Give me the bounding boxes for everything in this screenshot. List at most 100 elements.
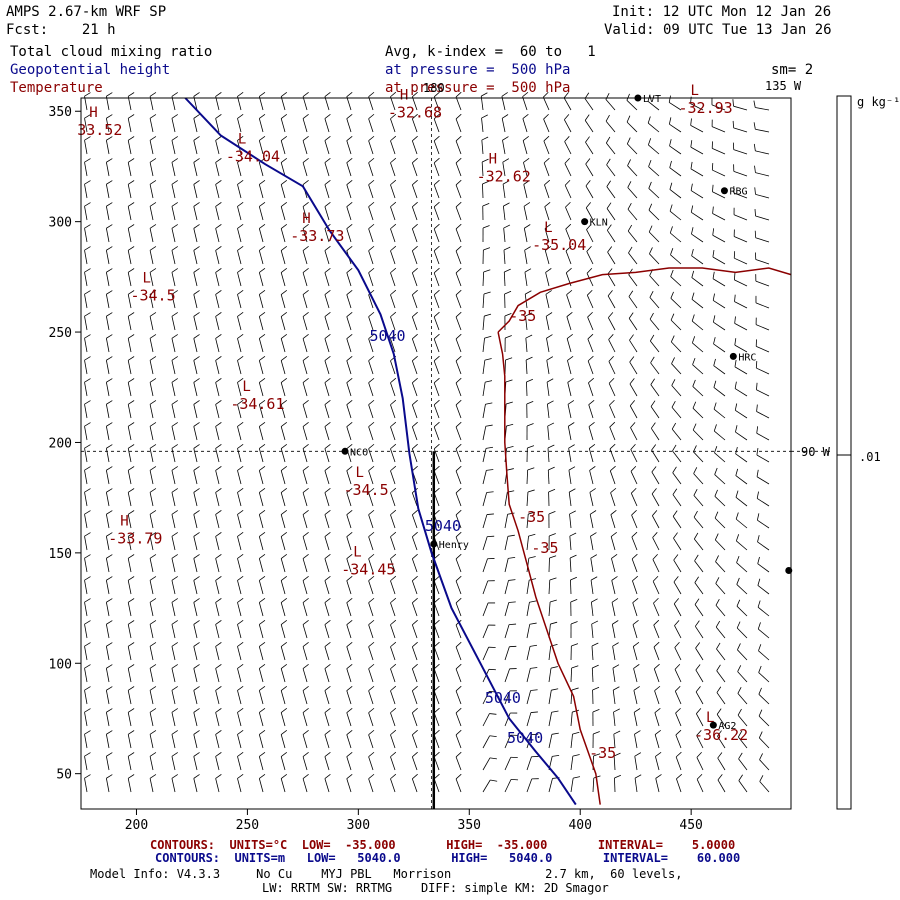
- wind-barb-flag: [546, 334, 553, 339]
- wind-barb-shaft: [215, 140, 220, 155]
- wind-barb-shaft: [215, 448, 220, 463]
- wind-barb-flag: [368, 487, 375, 494]
- wind-barb-shaft: [634, 778, 638, 793]
- wind-barb-shaft: [346, 206, 352, 221]
- wind-barb-shaft: [324, 338, 330, 353]
- wind-barb-shaft: [171, 492, 176, 507]
- wind-barb-flag: [690, 183, 693, 191]
- wind-barb-flag: [649, 291, 654, 298]
- wind-barb-shaft: [127, 228, 132, 243]
- wind-barb-flag: [584, 114, 590, 121]
- center-value-label: -32.93: [679, 99, 733, 117]
- wind-barb-flag: [630, 444, 636, 450]
- wind-barb-flag: [569, 488, 576, 493]
- wind-barb-flag: [259, 488, 266, 493]
- wind-barb-flag: [149, 400, 157, 405]
- wind-barb-shaft: [757, 519, 770, 529]
- wind-barb-shaft: [193, 316, 198, 331]
- wind-barb-shaft: [650, 406, 660, 419]
- wind-barb-shaft: [654, 734, 660, 749]
- wind-barb-flag: [482, 202, 490, 207]
- wind-barb-shaft: [455, 206, 462, 221]
- wind-barb-flag: [634, 752, 642, 757]
- wind-barb-flag: [757, 578, 761, 586]
- wind-barb-flag: [485, 424, 493, 427]
- wind-barb-shaft: [548, 579, 551, 595]
- wind-barb-shaft: [714, 496, 726, 507]
- plot-frame: [80, 97, 792, 810]
- wind-barb-shaft: [258, 118, 264, 133]
- x-tick-label: 400: [568, 818, 591, 833]
- wind-barb-shaft: [193, 470, 198, 485]
- wind-barb-shaft: [411, 96, 418, 111]
- wind-barb-flag: [390, 377, 397, 384]
- wind-barb-flag: [193, 290, 200, 295]
- station-marker: [709, 721, 717, 729]
- wind-barb-shaft: [633, 712, 638, 727]
- wind-barb-flag: [259, 532, 266, 537]
- center-type-label: H: [120, 514, 128, 530]
- wind-barb-flag: [591, 620, 599, 625]
- wind-barb-flag: [433, 399, 440, 406]
- wind-barb-shaft: [482, 448, 487, 463]
- wind-barb-shaft: [127, 756, 132, 771]
- wind-barb-flag: [280, 113, 288, 119]
- wind-barb-flag: [610, 509, 617, 515]
- wind-barb-shaft: [482, 514, 488, 529]
- wind-barb-flag: [716, 642, 721, 650]
- wind-barb-shaft: [411, 624, 418, 639]
- wind-barb-shaft: [455, 184, 462, 199]
- wind-barb-shaft: [105, 250, 110, 265]
- wind-barb-flag: [673, 532, 678, 539]
- wind-barb-flag: [455, 509, 462, 516]
- field-height-label: Geopotential height: [10, 62, 171, 78]
- wind-barb-flag: [346, 311, 353, 317]
- wind-barb-flag: [693, 532, 699, 540]
- wind-barb-shaft: [258, 602, 264, 617]
- wind-barb-shaft: [713, 321, 726, 331]
- wind-barb-flag: [671, 357, 675, 364]
- wind-barb-flag: [280, 707, 288, 713]
- wind-barb-shaft: [613, 734, 616, 749]
- wind-barb-flag: [193, 774, 200, 779]
- wind-barb-flag: [346, 575, 353, 581]
- wind-barb-flag: [346, 619, 353, 625]
- wind-barb-shaft: [105, 96, 110, 111]
- wind-barb-flag: [609, 421, 616, 428]
- wind-barb-shaft: [258, 712, 264, 727]
- wind-barb-shaft: [149, 426, 154, 441]
- wind-barb-shaft: [237, 360, 242, 375]
- height-contour-info: CONTOURS: UNITS=m LOW= 5040.0 HIGH= 5040…: [155, 851, 741, 865]
- wind-barb-flag: [544, 179, 551, 186]
- wind-barb-flag: [128, 554, 135, 559]
- wind-barb-shaft: [674, 625, 682, 639]
- wind-barb-shaft: [672, 472, 682, 485]
- wind-barb-shaft: [713, 387, 726, 397]
- wind-barb-shaft: [649, 275, 660, 287]
- wind-barb-shaft: [368, 646, 374, 661]
- wind-barb-shaft: [630, 449, 638, 463]
- wind-barb-shaft: [258, 778, 264, 793]
- wind-barb-flag: [259, 136, 266, 141]
- wind-barb-flag: [128, 752, 135, 757]
- wind-barb-flag: [692, 357, 696, 365]
- wind-barb-flag: [412, 773, 418, 780]
- wind-barb-flag: [171, 92, 178, 97]
- wind-barb-flag: [669, 182, 673, 190]
- wind-barb-flag: [259, 510, 266, 515]
- wind-barb-flag: [524, 224, 531, 229]
- wind-barb-shaft: [756, 411, 770, 419]
- wind-barb-shaft: [171, 360, 176, 375]
- wind-barb-shaft: [482, 404, 486, 419]
- wind-barb-shaft: [127, 734, 132, 749]
- wind-barb-shaft: [713, 365, 726, 375]
- wind-barb-flag: [753, 143, 756, 151]
- wind-barb-shaft: [324, 448, 330, 463]
- wind-barb-flag: [128, 730, 135, 735]
- wind-barb-shaft: [695, 669, 704, 683]
- wind-barb-flag: [149, 422, 157, 427]
- wind-barb-flag: [585, 158, 591, 165]
- wind-barb-flag: [611, 554, 618, 559]
- wind-barb-flag: [543, 113, 549, 120]
- wind-barb-shaft: [324, 118, 330, 133]
